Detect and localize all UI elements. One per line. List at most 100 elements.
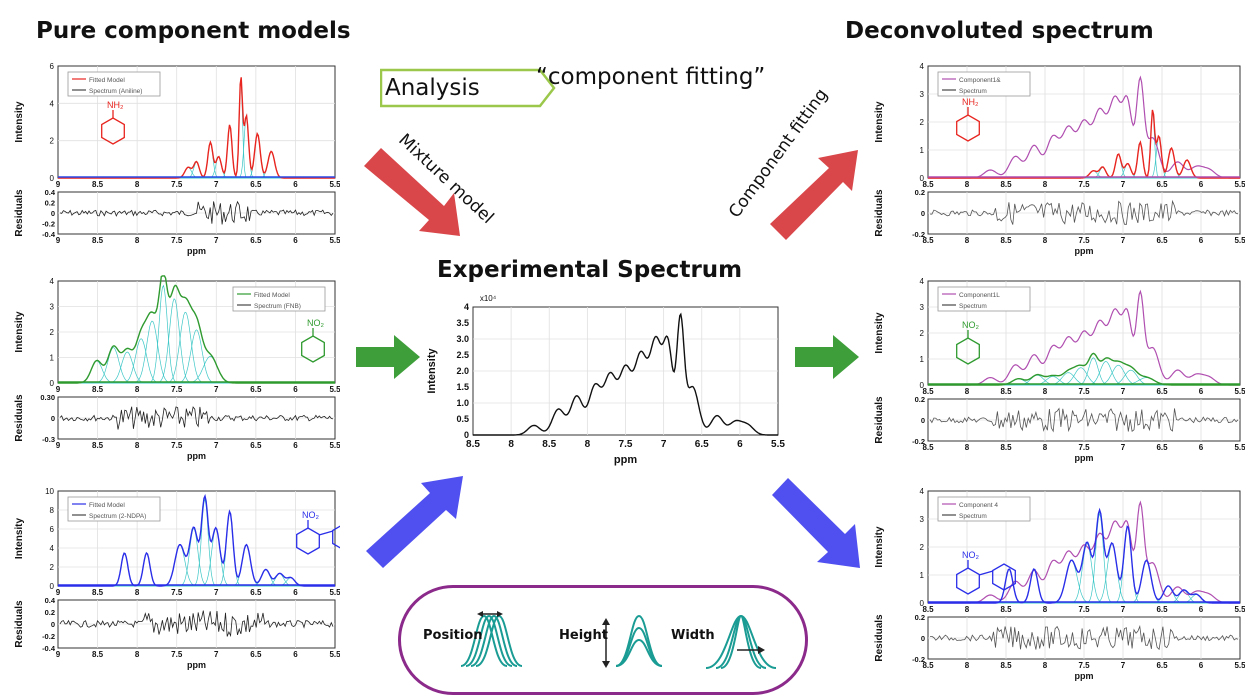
x-tick-label: 6.5 [250,588,262,597]
title-experimental-spectrum: Experimental Spectrum [437,257,743,283]
x-tick-label: 6.5 [250,441,262,450]
x-tick-label: 7 [214,236,219,245]
x-tick-label: 7.5 [619,439,633,450]
legend-entry: Component1L [959,292,1000,299]
intensity-axis-label: Intensity [874,101,885,143]
residual-tick-label: 0.2 [915,188,925,197]
legend-entry: Spectrum (2-NDPA) [89,513,146,520]
residuals-axis-label: Residuals [14,189,25,237]
arrow-green-in [356,335,420,379]
ppm-axis-label: ppm [1075,671,1094,681]
x-tick-label: 6 [293,441,298,450]
y-tick-label: 4 [464,302,469,312]
residual-tick-label: 0.2 [45,199,55,208]
x-tick-label: 8 [508,439,514,450]
y-tick-label: 1.0 [456,398,469,408]
x-tick-label: 8.5 [922,605,934,614]
x-tick-label: 8 [585,439,591,450]
benzene-ring [101,117,125,145]
fitted-model-line [58,275,335,384]
x-tick-label: 6.5 [1156,236,1168,245]
analysis-subtitle: “component fitting” [536,64,766,90]
y-tick-label: 2 [50,137,55,146]
intensity-axis-label: Intensity [14,518,25,560]
residuals-axis-label: Residuals [874,614,885,662]
x-tick-label: 6.5 [1156,387,1168,396]
x-tick-label: 6.5 [1156,180,1168,189]
param-height-label: Height [559,628,608,643]
y-tick-label: 0 [920,381,925,390]
x-tick-label: 6 [1199,605,1204,614]
residual-tick-label: 0 [921,209,925,218]
x-tick-label: 5.5 [771,439,785,450]
x-tick-label: 6 [1199,387,1204,396]
x-tick-label: 7.5 [1078,605,1090,614]
x-tick-label: 6.5 [250,650,262,659]
x-tick-label: 8.5 [922,236,934,245]
x-tick-label: 9 [56,441,61,450]
residual-tick-label: -0.2 [912,230,925,239]
position-peaks-icon [460,611,523,667]
legend-entry: Spectrum (Aniline) [89,88,142,95]
y-tick-label: 4 [50,277,55,286]
x-tick-label: 7.5 [171,385,183,394]
residuals-axis-label: Residuals [14,394,25,442]
x-tick-label: 7 [661,439,667,450]
experimental-spectrum-line [473,312,778,436]
ppm-axis-label: ppm [614,454,637,466]
benzene-ring [956,114,980,142]
substituent-label: NO₂ [962,550,980,560]
x-tick-label: 8 [965,443,970,452]
y-tick-label: 4 [50,544,55,553]
residuals-line [59,610,334,638]
x-tick-label: 7 [214,385,219,394]
x-tick-label: 8.5 [92,650,104,659]
y-tick-label: 3 [920,515,925,524]
peak-parameter-glyphs [460,611,777,669]
x-tick-label: 8.5 [92,385,104,394]
x-tick-label: 6 [293,588,298,597]
y-tick-label: 6 [50,62,55,71]
legend-entry: Spectrum [959,303,987,310]
x-tick-label: 6 [293,236,298,245]
fitted-model-line [928,352,1240,386]
x-tick-label: 7 [1121,387,1126,396]
x-tick-label: 8 [965,387,970,396]
x-tick-label: 8 [135,236,140,245]
x-tick-label: 6 [1199,443,1204,452]
residual-tick-label: 0.4 [45,596,56,605]
legend-box [67,496,161,522]
residual-tick-label: -0.4 [42,644,56,653]
benzene-ring [301,335,325,363]
x-tick-label: 5.5 [1234,180,1245,189]
y-tick-label: 2 [920,543,925,552]
x-tick-label: 8.5 [1000,387,1012,396]
x-tick-label: 6 [1199,236,1204,245]
x-tick-label: 7 [1121,661,1126,670]
legend-entry: Fitted Model [89,77,125,84]
legend: Fitted Model Spectrum (Aniline) [67,71,161,97]
x-tick-label: 7.5 [1078,387,1090,396]
ppm-axis-label: ppm [187,660,206,670]
x-tick-label: 7.5 [171,588,183,597]
x-tick-label: 6 [293,650,298,659]
substituent-label: NO₂ [962,320,980,330]
x-tick-label: 5.5 [329,385,340,394]
x-tick-label: 8 [135,588,140,597]
x-tick-label: 7 [1121,236,1126,245]
x-tick-label: 8.5 [922,661,934,670]
legend-entry: Spectrum [959,88,987,95]
x-tick-label: 8.5 [92,180,104,189]
fitted-model-line [928,507,1240,604]
residual-tick-label: -0.3 [42,435,55,444]
x-tick-label: 7.5 [171,441,183,450]
x-tick-label: 6 [293,180,298,189]
x-tick-label: 6.5 [250,385,262,394]
y-tick-label: 0 [920,174,925,183]
substituent-label: NH₂ [107,100,124,110]
deconv-fnb-plot: Intensity 0 1 2 3 4 8.5 8 8.5 8 7.5 7 6.5 6 5.5 Compone… [874,277,1245,463]
substituent-label: NO₂ [307,318,325,328]
residuals-line [59,406,334,430]
x-tick-label: 9 [56,385,61,394]
x-tick-label: 8 [1043,605,1048,614]
